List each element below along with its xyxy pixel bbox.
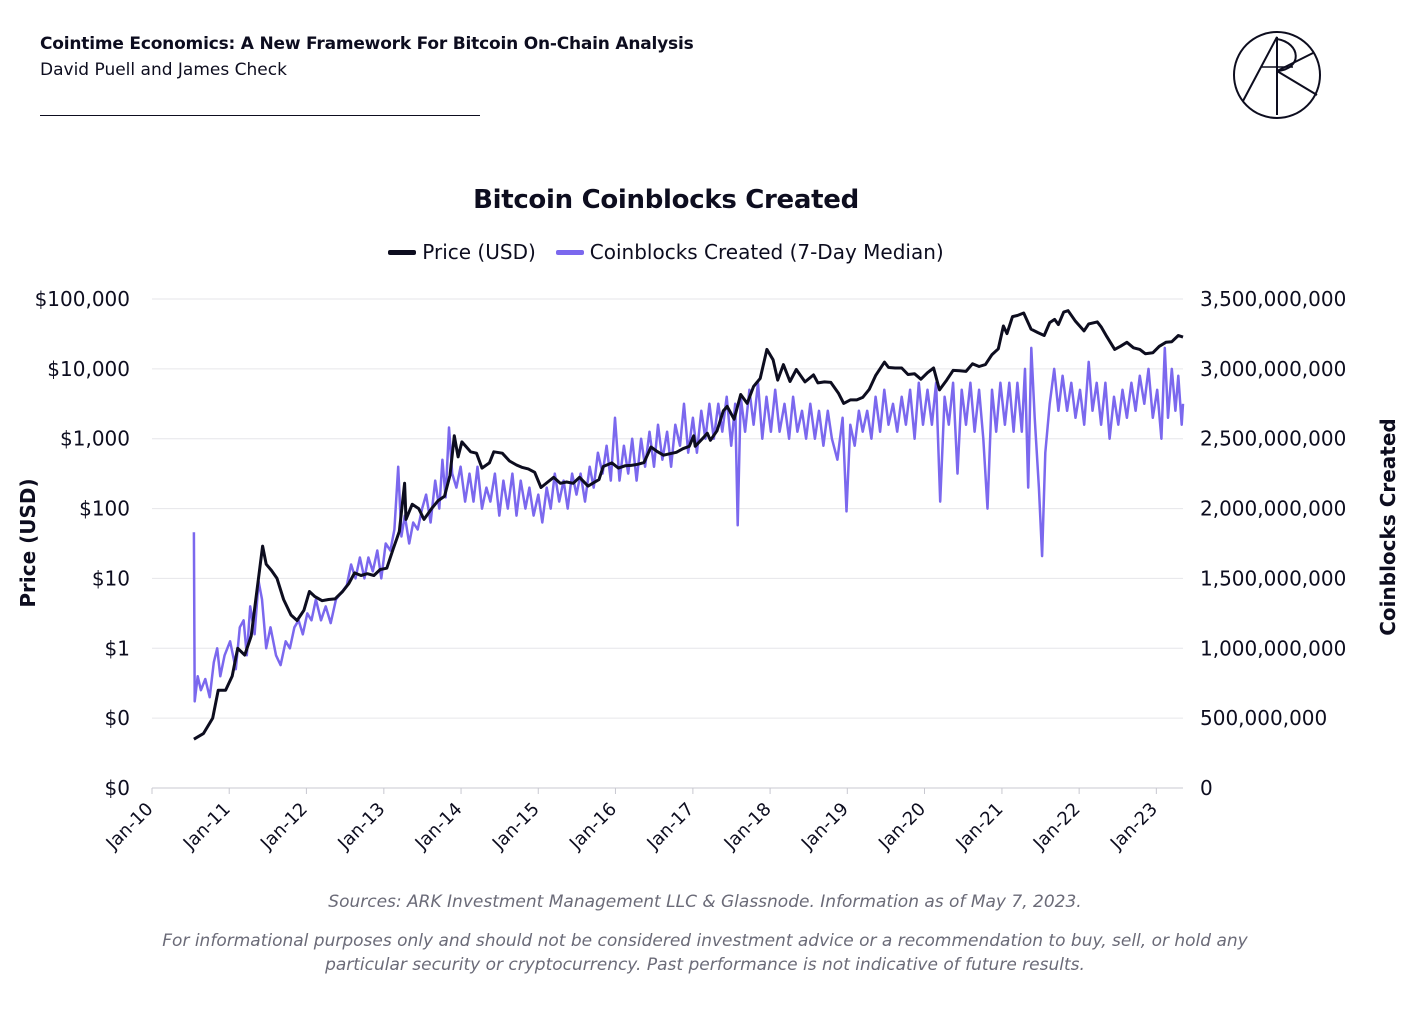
- y-right-axis-title: Coinblocks Created: [1376, 418, 1400, 636]
- x-tick-label-1: Jan-11: [179, 799, 235, 855]
- disclaimer-note: For informational purposes only and shou…: [162, 931, 1248, 975]
- chart-title: Bitcoin Coinblocks Created: [473, 185, 859, 215]
- y-left-tick-label-2: $1: [105, 636, 130, 660]
- y-left-tick-label-4: $100: [79, 497, 130, 521]
- x-tick-label-9: Jan-19: [797, 799, 853, 855]
- x-tick-label-0: Jan-10: [102, 799, 158, 855]
- x-tick-label-13: Jan-23: [1106, 799, 1162, 855]
- x-tick-label-7: Jan-17: [642, 799, 698, 855]
- y-right-tick-label-0: 0: [1200, 776, 1213, 800]
- x-tick-label-2: Jan-12: [256, 799, 312, 855]
- header-rule: [40, 115, 480, 116]
- y-right-tick-label-1: 500,000,000: [1200, 706, 1327, 730]
- x-tick-label-6: Jan-16: [565, 799, 621, 855]
- ark-logo-icon: [1233, 31, 1321, 119]
- sources-note: Sources: ARK Investment Management LLC &…: [328, 892, 1082, 912]
- legend-item-coinblocks: Coinblocks Created (7-Day Median): [555, 240, 944, 264]
- y-right-tick-label-4: 2,000,000,000: [1200, 497, 1346, 521]
- x-tick-label-5: Jan-15: [488, 799, 544, 855]
- series-line-price: [193, 309, 1184, 741]
- y-left-axis-title: Price (USD): [16, 478, 40, 607]
- x-tick-label-3: Jan-13: [333, 799, 389, 855]
- y-right-tick-label-2: 1,000,000,000: [1200, 636, 1346, 660]
- y-right-tick-label-5: 2,500,000,000: [1200, 427, 1346, 451]
- legend-swatch-price: [388, 249, 417, 255]
- y-left-tick-label-1: $0: [105, 706, 130, 730]
- y-right-tick-label-6: 3,000,000,000: [1200, 357, 1346, 381]
- x-tick-label-11: Jan-21: [951, 799, 1007, 855]
- x-tick-label-4: Jan-14: [411, 799, 467, 855]
- document-authors: David Puell and James Check: [40, 60, 287, 80]
- y-left-tick-label-3: $10: [92, 566, 130, 590]
- y-left-tick-label-7: $100,000: [35, 287, 130, 311]
- chart-legend: Price (USD) Coinblocks Created (7-Day Me…: [0, 240, 1332, 264]
- document-title: Cointime Economics: A New Framework For …: [40, 34, 694, 54]
- legend-label-coinblocks: Coinblocks Created (7-Day Median): [589, 240, 944, 264]
- x-tick-label-8: Jan-18: [720, 799, 776, 855]
- legend-label-price: Price (USD): [422, 240, 536, 264]
- legend-item-price: Price (USD): [388, 240, 536, 264]
- y-left-tick-label-5: $1,000: [60, 427, 130, 451]
- series-line-coinblocks: [192, 346, 1185, 703]
- x-tick-label-12: Jan-22: [1029, 799, 1085, 855]
- x-tick-label-10: Jan-20: [874, 799, 930, 855]
- legend-swatch-coinblocks: [555, 249, 584, 255]
- y-right-tick-label-7: 3,500,000,000: [1200, 287, 1346, 311]
- y-right-tick-label-3: 1,500,000,000: [1200, 566, 1346, 590]
- y-left-tick-label-0: $0: [105, 776, 130, 800]
- y-left-tick-label-6: $10,000: [47, 357, 130, 381]
